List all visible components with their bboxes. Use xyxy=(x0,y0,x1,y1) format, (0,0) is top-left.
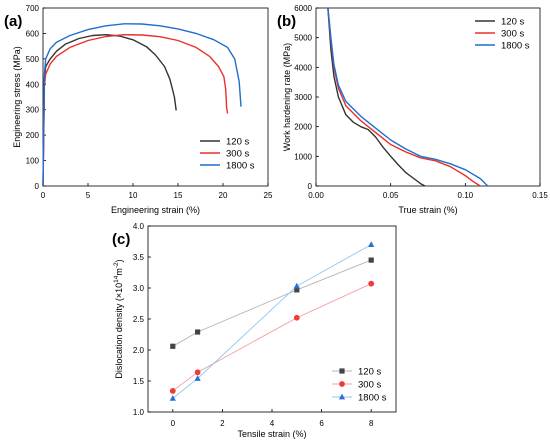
x-tick-label: 8 xyxy=(369,419,374,428)
y-tick-label: 4.0 xyxy=(133,222,145,231)
y-tick-label: 3000 xyxy=(294,93,312,102)
chart-panel-2: (b) 0.00 0.05 0.10 0.15 0 1000 2000 3000 4000 5000… xyxy=(277,4,548,215)
chart-panel-3: (c) 0 2 4 6 8 1.0 1.5 2.0 2.5 3.0 3.5 4.0 Tensile str… xyxy=(112,222,397,439)
x-tick-label: 4 xyxy=(270,419,275,428)
legend-label: 120 s xyxy=(358,367,381,378)
x-tick-label: 15 xyxy=(174,191,183,200)
x-tick-label: 0.00 xyxy=(308,191,324,200)
y-tick-label: 6000 xyxy=(294,4,312,13)
y-tick-label: 3.5 xyxy=(133,253,145,262)
data-point xyxy=(169,394,176,401)
series-line-1800s xyxy=(327,7,489,187)
series-line-300s xyxy=(172,283,372,392)
y-tick-label: 600 xyxy=(26,29,40,38)
legend-marker xyxy=(339,368,345,374)
x-tick-label: 0 xyxy=(41,191,46,200)
legend-label: 300 s xyxy=(501,29,524,40)
y-tick-label: 400 xyxy=(26,80,40,89)
series-line-300s xyxy=(327,7,481,187)
y-tick-label: 100 xyxy=(26,157,40,166)
y-tick-label: 1000 xyxy=(294,152,312,161)
y-axis-title-part: 14 xyxy=(113,275,120,283)
series-line-120s xyxy=(327,7,426,187)
data-point xyxy=(195,329,201,335)
panel-label: (b) xyxy=(277,13,296,30)
y-axis-title-part: -2 xyxy=(113,262,120,268)
plot-frame xyxy=(42,7,269,187)
y-tick-label: 2.5 xyxy=(133,315,145,324)
data-point xyxy=(170,343,176,349)
y-axis-title: Dislocation density (×1014m-2) xyxy=(113,259,124,378)
legend-label: 1800 s xyxy=(501,41,530,52)
data-point xyxy=(368,257,374,263)
panel-label: (a) xyxy=(4,13,22,30)
y-tick-label: 1.5 xyxy=(133,377,145,386)
x-tick-label: 10 xyxy=(129,191,138,200)
y-tick-label: 0 xyxy=(308,182,313,191)
legend-marker xyxy=(338,393,346,400)
y-axis-title: Work hardening rate (MPa) xyxy=(282,43,292,151)
data-point xyxy=(368,280,375,287)
legend-label: 120 s xyxy=(501,17,524,28)
legend-label: 1800 s xyxy=(358,393,387,404)
data-point xyxy=(293,282,300,289)
x-tick-label: 2 xyxy=(220,419,225,428)
data-point xyxy=(169,388,176,394)
y-tick-label: 2.0 xyxy=(133,346,145,355)
data-point xyxy=(368,241,375,247)
y-tick-label: 200 xyxy=(26,131,40,140)
y-tick-label: 500 xyxy=(26,55,40,64)
data-point xyxy=(293,314,300,321)
data-point xyxy=(294,287,300,293)
legend-label: 120 s xyxy=(226,137,249,148)
x-tick-label: 5 xyxy=(86,191,91,200)
legend-label: 300 s xyxy=(358,380,381,391)
x-tick-label: 0.15 xyxy=(532,191,548,200)
y-axis-title-part: ) xyxy=(114,259,124,262)
series-line-1800s xyxy=(172,244,372,399)
series-line-120s xyxy=(172,259,372,347)
series-line-300s xyxy=(42,34,229,187)
series-line-1800s xyxy=(42,23,242,187)
x-tick-label: 6 xyxy=(319,419,324,428)
y-tick-label: 4000 xyxy=(294,63,312,72)
y-axis-title: Engineering stress (MPa) xyxy=(12,46,22,148)
x-tick-label: 0 xyxy=(171,419,176,428)
y-tick-label: 0 xyxy=(35,182,40,191)
y-axis-title-part: m xyxy=(114,268,124,276)
chart-panel-1: (a) 0 5 10 15 20 25 0 100 200 300 400 500 600 700 Engin… xyxy=(4,4,273,215)
data-point xyxy=(194,375,201,381)
y-tick-label: 5000 xyxy=(294,34,312,43)
y-tick-label: 300 xyxy=(26,106,40,115)
x-axis-title: True strain (%) xyxy=(398,205,457,215)
x-tick-label: 25 xyxy=(264,191,273,200)
y-axis-title-part: Dislocation density (×10 xyxy=(114,283,124,379)
x-tick-label: 0.10 xyxy=(458,191,474,200)
series-line-120s xyxy=(42,34,177,187)
x-tick-label: 20 xyxy=(219,191,228,200)
legend-marker xyxy=(339,381,345,387)
legend-label: 300 s xyxy=(226,149,249,160)
legend-label: 1800 s xyxy=(226,161,255,172)
y-tick-label: 1.0 xyxy=(133,408,145,417)
panel-label: (c) xyxy=(112,231,130,248)
x-tick-label: 0.05 xyxy=(383,191,399,200)
y-tick-label: 700 xyxy=(26,4,40,13)
data-point xyxy=(194,369,201,376)
x-axis-title: Tensile strain (%) xyxy=(237,429,306,439)
x-axis-title: Engineering strain (%) xyxy=(111,205,200,215)
y-tick-label: 3.0 xyxy=(133,284,145,293)
y-tick-label: 2000 xyxy=(294,123,312,132)
